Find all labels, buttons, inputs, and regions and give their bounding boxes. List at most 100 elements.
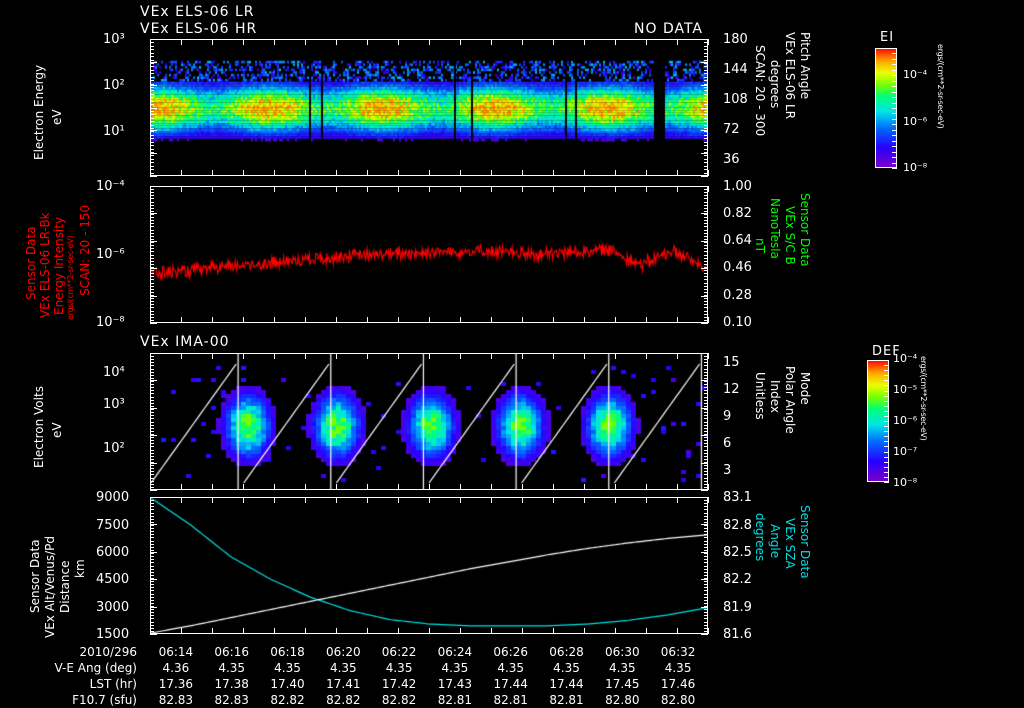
panel3-right-tick-1: 12 bbox=[723, 382, 740, 397]
colorbar1-units: ergs/(cm**2-sr-sec-eV) bbox=[936, 44, 945, 129]
panel2-line-canvas bbox=[151, 187, 707, 322]
panel2-ytick-0: 10⁻⁴ bbox=[96, 179, 125, 194]
time-table-cell-times-4: 06:22 bbox=[381, 645, 417, 659]
time-table-cell-f107-5: 82.81 bbox=[437, 693, 473, 707]
panel4-right-tick-5: 81.6 bbox=[723, 627, 752, 642]
time-table-cell-lst-6: 17.44 bbox=[493, 677, 528, 691]
panel3-title: VEx IMA-00 bbox=[140, 334, 230, 350]
panel4-ytick-3: 4500 bbox=[96, 572, 130, 587]
panel1-right-tick-2: 108 bbox=[723, 92, 748, 107]
time-table-cell-ve_ang-8: 4.35 bbox=[608, 661, 636, 675]
colorbar1-canvas bbox=[876, 49, 896, 167]
time-table-cell-ve_ang-1: 4.35 bbox=[218, 661, 246, 675]
time-table-cell-ve_ang-4: 4.35 bbox=[385, 661, 413, 675]
panel4-ytick-0: 9000 bbox=[96, 490, 130, 505]
panel1-no-data-label: NO DATA bbox=[634, 21, 704, 37]
panel2-ytick-1: 10⁻⁶ bbox=[96, 247, 125, 262]
panel1-right-label-scan: SCAN: 20 - 300 bbox=[753, 45, 767, 137]
panel4-right-tick-4: 81.9 bbox=[723, 600, 752, 615]
time-table-row-label-f107: F10.7 (sfu) bbox=[72, 693, 137, 707]
panel1-title-hr: VEx ELS-06 HR bbox=[140, 21, 258, 37]
panel2-right-tick-1: 0.82 bbox=[723, 206, 752, 221]
time-table-cell-ve_ang-5: 4.35 bbox=[441, 661, 469, 675]
panel2-plot-frame[interactable] bbox=[150, 186, 708, 323]
panel2-right-tick-4: 0.28 bbox=[723, 288, 752, 303]
time-table-cell-f107-8: 82.80 bbox=[605, 693, 640, 707]
panel4-left-label-distance: Distance bbox=[58, 560, 72, 613]
time-table-row-label-lst: LST (hr) bbox=[89, 677, 137, 691]
time-table-row-label-date: 2010/296 bbox=[79, 645, 138, 659]
time-table-cell-times-6: 06:26 bbox=[493, 645, 528, 659]
time-table-cell-f107-7: 82.81 bbox=[549, 693, 584, 707]
panel1-plot-frame[interactable] bbox=[150, 39, 708, 176]
panel4-ytick-2: 6000 bbox=[96, 545, 130, 560]
panel2-right-label-nanotesla: NanoTesla bbox=[768, 198, 782, 259]
panel1-title-lr: VEx ELS-06 LR bbox=[140, 4, 255, 20]
time-table-cell-times-1: 06:16 bbox=[214, 645, 249, 659]
panel2-right-tick-2: 0.64 bbox=[723, 233, 752, 248]
colorbar2-tick-2: 10⁻⁶ bbox=[893, 414, 918, 427]
time-table-cell-lst-0: 17.36 bbox=[158, 677, 194, 691]
panel4-ytick-1: 7500 bbox=[96, 518, 130, 533]
time-table-cell-times-7: 06:28 bbox=[549, 645, 584, 659]
time-table-cell-lst-8: 17.45 bbox=[605, 677, 640, 691]
panel4-left-label-sensor-data: Sensor Data bbox=[28, 539, 42, 613]
time-table-cell-times-9: 06:32 bbox=[660, 645, 696, 659]
time-table-cell-times-3: 06:20 bbox=[326, 645, 361, 659]
time-table-cell-ve_ang-3: 4.35 bbox=[329, 661, 357, 675]
panel1-right-tick-1: 144 bbox=[723, 62, 748, 77]
time-table-cell-lst-4: 17.42 bbox=[381, 677, 417, 691]
time-table-cell-f107-2: 82.82 bbox=[270, 693, 305, 707]
panel3-right-tick-3: 6 bbox=[723, 436, 732, 451]
time-table-cell-f107-4: 82.82 bbox=[381, 693, 417, 707]
time-table-cell-lst-7: 17.44 bbox=[549, 677, 584, 691]
panel1-ytick-2: 10¹ bbox=[103, 124, 125, 139]
panel3-right-label-polar-angle: Polar Angle bbox=[783, 366, 797, 434]
panel2-left-label-instrument: VEx ELS-06 LR-Bk bbox=[38, 212, 52, 318]
panel3-right-tick-0: 15 bbox=[723, 355, 740, 370]
panel2-left-label-sensor-data: Sensor Data bbox=[24, 226, 38, 300]
panel3-plot-frame[interactable] bbox=[150, 353, 708, 490]
panel4-ytick-5: 1500 bbox=[96, 627, 130, 642]
panel3-left-label-units: eV bbox=[50, 422, 64, 438]
time-table-cell-ve_ang-9: 4.35 bbox=[664, 661, 692, 675]
panel3-ytick-2: 10² bbox=[103, 441, 125, 456]
panel1-left-label-energy: Electron Energy bbox=[32, 64, 46, 160]
panel2-left-label-units: ergs/(cm**2-sr-sec-eV) bbox=[66, 235, 75, 320]
time-table-cell-f107-9: 82.80 bbox=[660, 693, 696, 707]
colorbar1-tick-0: 10⁻⁴ bbox=[903, 68, 928, 81]
time-table-cell-times-2: 06:18 bbox=[270, 645, 305, 659]
colorbar2-title: DEF bbox=[872, 344, 901, 359]
time-table-cell-lst-2: 17.40 bbox=[270, 677, 305, 691]
panel4-right-tick-0: 83.1 bbox=[723, 490, 752, 505]
time-table-cell-lst-9: 17.46 bbox=[660, 677, 696, 691]
time-table-cell-ve_ang-6: 4.35 bbox=[497, 661, 525, 675]
time-table-cell-times-0: 06:14 bbox=[158, 645, 194, 659]
panel3-right-label-index: Index bbox=[768, 380, 782, 414]
panel1-ytick-0: 10³ bbox=[103, 32, 125, 47]
panel1-right-label-sensor: VEx ELS-06 LR bbox=[783, 32, 797, 120]
panel4-line-canvas bbox=[151, 498, 707, 633]
time-table-cell-times-8: 06:30 bbox=[605, 645, 640, 659]
panel1-right-label-pitch-angle: Pitch Angle bbox=[798, 32, 812, 100]
panel2-right-label-sc-b: VEx S/C B bbox=[783, 206, 797, 265]
panel4-right-label-angle: Angle bbox=[768, 524, 782, 559]
time-table-cell-ve_ang-2: 4.35 bbox=[274, 661, 301, 675]
colorbar2-tick-4: 10⁻⁸ bbox=[893, 476, 918, 489]
panel1-right-tick-4: 36 bbox=[723, 152, 740, 167]
time-table-cell-f107-0: 82.83 bbox=[158, 693, 194, 707]
panel4-left-label-alt: VEx Alt/Venus/Pd bbox=[43, 535, 57, 638]
time-table-cell-f107-6: 82.81 bbox=[493, 693, 528, 707]
time-table-cell-lst-3: 17.41 bbox=[326, 677, 361, 691]
panel2-right-label-sensor-data: Sensor Data bbox=[798, 193, 812, 267]
panel2-right-tick-3: 0.46 bbox=[723, 260, 752, 275]
panel3-right-tick-4: 3 bbox=[723, 463, 732, 478]
colorbar2-canvas bbox=[868, 361, 888, 481]
panel2-right-tick-5: 0.10 bbox=[723, 315, 752, 330]
panel4-plot-frame[interactable] bbox=[150, 497, 708, 634]
panel2-right-label-nt: nT bbox=[753, 238, 767, 253]
colorbar2-tick-3: 10⁻⁷ bbox=[893, 445, 918, 458]
time-table-cell-lst-5: 17.43 bbox=[437, 677, 473, 691]
panel4-right-label-sza: VEx SZA bbox=[783, 518, 797, 569]
panel1-ytick-1: 10² bbox=[103, 78, 125, 93]
